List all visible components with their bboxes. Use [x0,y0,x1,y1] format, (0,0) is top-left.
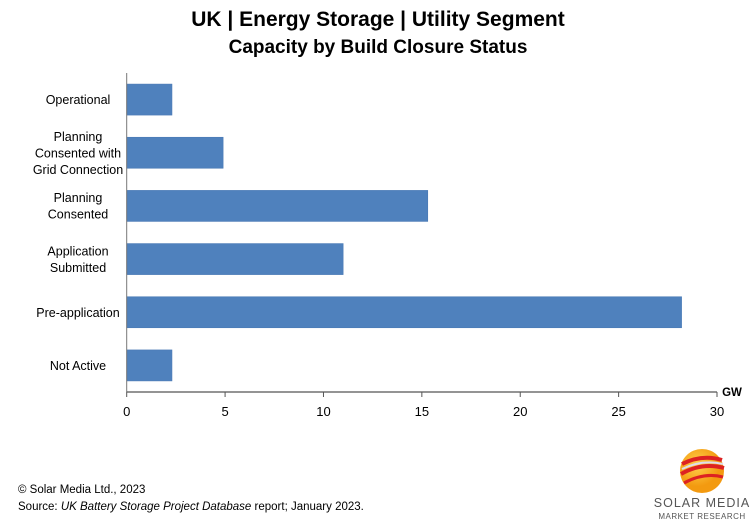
bar [126,190,429,222]
category-label: Planning [54,191,103,205]
source-note: Source: UK Battery Storage Project Datab… [18,501,364,513]
x-tick-label: 30 [710,404,724,419]
x-tick-label: 5 [221,404,228,419]
copyright: © Solar Media Ltd., 2023 [18,484,146,496]
x-tick-label: 15 [415,404,429,419]
bar [126,243,344,275]
x-axis-unit: GW [722,387,742,399]
bar [126,349,173,382]
category-label: Submitted [50,261,106,275]
category-label: Pre-application [36,306,119,320]
bar [126,296,682,329]
category-label: Consented with [35,146,121,160]
logo-text: SOLAR MEDIA [653,496,751,510]
x-tick-label: 20 [513,404,527,419]
x-tick-label: 0 [123,404,130,419]
category-label: Grid Connection [33,163,123,177]
category-label: Consented [48,208,109,222]
x-tick-label: 25 [611,404,625,419]
source-title: UK Battery Storage Project Database [60,501,252,513]
bar [126,136,224,169]
x-tick-label: 10 [316,404,330,419]
category-label: Planning [54,130,103,144]
bar [126,83,173,116]
category-label: Operational [46,93,111,107]
logo-subtext: MARKET RESEARCH [658,512,746,521]
chart-title: UK | Energy Storage | Utility Segment [191,8,565,31]
chart-subtitle: Capacity by Build Closure Status [228,37,528,58]
source-suffix: report; January 2023. [251,501,364,513]
source-prefix: Source: [18,501,61,513]
logo-globe-icon [680,449,725,493]
solar-media-logo: SOLAR MEDIA MARKET RESEARCH [652,446,752,526]
category-label: Application [47,244,108,258]
category-label: Not Active [50,359,106,373]
